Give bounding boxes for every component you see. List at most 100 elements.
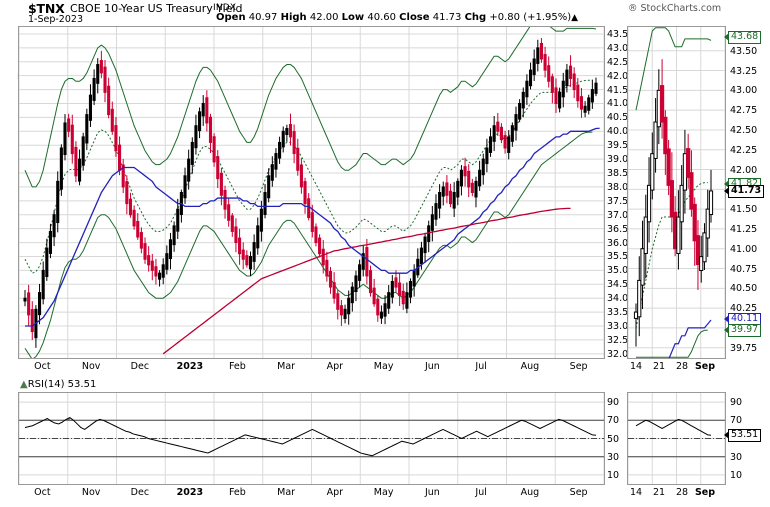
low-value: 40.60 [367,12,396,23]
price-callout: 43.68 [724,30,762,44]
zoom-y-axis-tick: 40.25 [730,303,758,315]
zoom-y-axis-tick: 43.25 [730,65,758,77]
rsi-x-axis-tick: Feb [228,487,246,498]
y-axis-tick: 35.5 [607,251,629,263]
stockcharts-attribution: ® StockCharts.com [628,3,721,14]
rsi-x-axis-tick: Apr [326,487,344,498]
y-axis-tick: 34.5 [607,279,629,291]
up-triangle-icon: ▲ [571,13,579,23]
rsi-x-axis-tick: Sep [569,487,588,498]
zoom-rsi-chart[interactable] [627,392,726,485]
rsi-label: RSI(14) [27,379,65,390]
x-axis-tick: Dec [130,361,150,372]
zoom-price-y-axis: 43.50 43.25 43.00 42.75 42.50 42.25 42.00 41.50… [724,26,770,359]
x-axis-tick: Jul [475,361,487,372]
x-axis-tick: Mar [277,361,296,372]
y-axis-tick: 39.0 [607,154,629,166]
callout-pointer-icon [724,326,729,335]
symbol-ticker: $TNX [28,1,65,16]
callout-pointer-icon [724,431,729,440]
y-axis-tick: 33.0 [607,321,629,332]
y-axis-tick: 41.5 [607,84,629,96]
rsi-x-axis-tick: May [373,487,394,498]
rsi-x-axis-tick: Nov [81,487,101,498]
y-axis-tick: 35.0 [607,265,629,277]
rsi-x-axis-tick: Mar [277,487,296,498]
open-label: Open [216,12,246,23]
close-label: Close [399,12,430,23]
zoom-x-axis-tick: Sep [694,361,716,372]
y-axis-tick: 43.5 [607,28,629,40]
y-axis-tick: 43.0 [607,42,629,54]
rsi-x-axis: Oct Nov Dec 2023 Feb Mar Apr May Jun Jul Aug Sep [18,487,605,501]
copyright-icon: ® [628,3,638,14]
zoom-y-axis-tick: 41.50 [730,204,758,216]
zoom-rsi-y-axis-tick: 30 [730,451,743,463]
main-price-chart[interactable] [18,26,605,359]
x-axis-tick: Apr [326,361,344,372]
rsi-y-axis-tick: 10 [607,469,620,481]
y-axis-tick: 37.0 [607,209,629,221]
rsi-x-axis-tick: Jul [475,487,487,498]
zoom-x-axis-tick: 21 [652,361,666,372]
rsi-value: 53.51 [67,379,97,390]
price-callout: 39.97 [724,324,762,338]
zoom-rsi-y-axis-tick: 70 [730,415,743,427]
rsi-x-axis-tick: Aug [520,487,540,498]
x-axis-tick: 2023 [176,361,204,372]
x-axis-tick: Jun [424,361,440,372]
rsi-callout: 53.51 [724,429,762,443]
y-axis-tick: 42.5 [607,56,629,68]
x-axis-tick: May [373,361,394,372]
rsi-y-axis-tick: 70 [607,415,620,427]
zoom-rsi-x-axis-tick: Sep [694,487,716,498]
zoom-rsi-y-axis-tick: 90 [730,397,743,409]
main-price-y-axis: 43.5 43.0 42.5 42.0 41.5 41.0 40.5 40.0 39.5 39.0… [607,26,629,360]
rsi-icon: ▲ [20,379,28,390]
rsi-y-axis: 90 70 50 30 10 [607,392,627,485]
y-axis-tick: 41.0 [607,98,629,110]
zoom-rsi-x-axis-tick: 28 [675,487,689,498]
y-axis-tick: 37.5 [607,195,629,207]
y-axis-tick: 42.0 [607,70,629,82]
zoom-y-axis-tick: 41.25 [730,223,758,235]
open-value: 40.97 [248,12,278,23]
ohlc-quote-bar: Open 40.97 High 42.00 Low 40.60 Close 41… [216,12,578,23]
change-value: +0.80 (+1.95%) [489,12,572,23]
zoom-y-axis-tick: 42.50 [730,124,758,136]
zoom-price-x-axis: 14 21 28 Sep [627,361,726,375]
low-label: Low [341,12,365,23]
rsi-chart[interactable] [18,392,605,485]
y-axis-tick: 36.0 [607,237,629,249]
zoom-rsi-x-axis-tick: 21 [652,487,666,498]
zoom-y-axis-tick: 39.75 [730,342,758,354]
symbol-exchange: INDX [213,3,237,13]
zoom-y-axis-tick: 43.00 [730,85,758,97]
price-callout: 41.73 [724,184,765,198]
y-axis-tick: 32.5 [607,334,629,346]
high-label: High [280,12,307,23]
rsi-x-axis-tick: 2023 [176,487,204,498]
zoom-y-axis-tick: 43.50 [730,45,758,57]
zoom-y-axis-tick: 42.25 [730,144,758,156]
zoom-y-axis-tick: 40.75 [730,263,758,275]
zoom-price-chart[interactable] [627,26,726,359]
zoom-y-axis-tick: 40.50 [730,283,758,295]
rsi-legend: ▲RSI(14) 53.51 [20,379,96,390]
zoom-x-axis-tick: 28 [675,361,689,372]
zoom-rsi-y-axis-tick: 10 [730,469,743,481]
zoom-rsi-y-axis: 907050301053.51 [724,392,770,485]
rsi-x-axis-tick: Oct [34,487,51,498]
change-label: Chg [464,12,487,23]
zoom-y-axis-tick: 42.00 [730,164,758,176]
rsi-y-axis-tick: 30 [607,451,620,463]
rsi-x-axis-tick: Jun [424,487,440,498]
y-axis-tick: 39.5 [607,140,629,152]
y-axis-tick: 36.5 [607,223,629,235]
zoom-y-axis-tick: 42.75 [730,105,758,117]
x-axis-tick: Sep [569,361,588,372]
close-value: 41.73 [432,12,462,23]
zoom-x-axis-tick: 14 [629,361,643,372]
y-axis-tick: 40.5 [607,112,629,124]
callout-pointer-icon [724,32,729,41]
